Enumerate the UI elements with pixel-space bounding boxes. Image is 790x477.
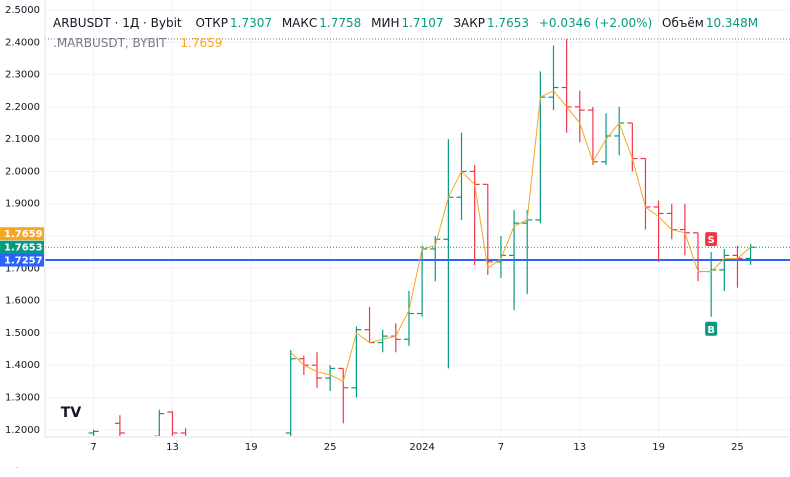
price-tag (0, 240, 44, 254)
legend: ARBUSDT · 1Д · Bybit ОТКР 1.7307 МАКС 1.77… (53, 13, 764, 53)
x-tick-label: 7 (90, 442, 96, 453)
x-tick-label: 13 (573, 442, 586, 453)
logo: TV (61, 405, 82, 421)
x-tick-label: 19 (245, 442, 258, 453)
x-tick-label: 7 (498, 442, 504, 453)
value: 1.7653 (486, 16, 529, 30)
symbol: ARBUSDT · 1Д · Bybit (53, 16, 182, 30)
y-tick-label: 2.5000 (5, 5, 40, 16)
y-tick-label: 1.4000 (5, 360, 40, 371)
change: +0.0346 (+2.00%) (538, 16, 653, 30)
y-tick-label: 1.2000 (5, 425, 40, 436)
x-tick-label: 25 (731, 442, 744, 453)
y-tick-label: 1.6000 (5, 296, 40, 307)
label: ОТКР (195, 16, 228, 30)
label: МАКС (281, 16, 318, 30)
overlay-name: .MARBUSDT, BYBIT (53, 36, 167, 50)
plot: SB (45, 38, 790, 436)
y-tick-label: 2.1000 (5, 134, 40, 145)
x-tick-label: 13 (166, 442, 179, 453)
label: МИН (371, 16, 400, 30)
cursor-dot: · (16, 464, 19, 473)
label: Объём (662, 16, 704, 30)
trade-marker-label: B (707, 325, 715, 336)
y-tick-label: 2.0000 (5, 166, 40, 177)
trade-marker (705, 232, 718, 247)
value: 1.7758 (319, 16, 362, 30)
y-tick-label: 2.3000 (5, 70, 40, 81)
label: ЗАКР (453, 16, 485, 30)
value: 1.7307 (230, 16, 272, 30)
value: 1.7107 (401, 16, 444, 30)
price-tag (0, 227, 44, 241)
price-tag-label: 1.7653 (4, 243, 43, 254)
y-tick-label: 1.5000 (5, 328, 40, 339)
x-tick-label: 25 (324, 442, 337, 453)
value: 10.348M (705, 16, 759, 30)
logo-box (60, 406, 82, 420)
price-tag-label: 1.7659 (4, 229, 43, 240)
overlay-line (290, 90, 751, 383)
y-tick-label: 2.2000 (5, 102, 40, 113)
legend-row: ARBUSDT · 1Д · Bybit ОТКР 1.7307 МАКС 1.77… (53, 13, 764, 33)
price-tag (0, 253, 44, 267)
y-tick-label: 1.7000 (5, 263, 40, 274)
grid (45, 0, 790, 437)
legend-row: .MARBUSDT, BYBIT 1.7659 (53, 33, 764, 53)
y-tick-label: 2.4000 (5, 37, 40, 48)
y-tick-label: 1.9000 (5, 199, 40, 210)
y-tick-label: 1.3000 (5, 392, 40, 403)
trade-marker (705, 321, 718, 336)
overlay-value: 1.7659 (180, 36, 223, 50)
trade-marker-label: S (708, 235, 715, 246)
price-tag-label: 1.7257 (4, 256, 43, 267)
x-tick-label: 2024 (409, 442, 434, 453)
x-tick-label: 19 (652, 442, 665, 453)
